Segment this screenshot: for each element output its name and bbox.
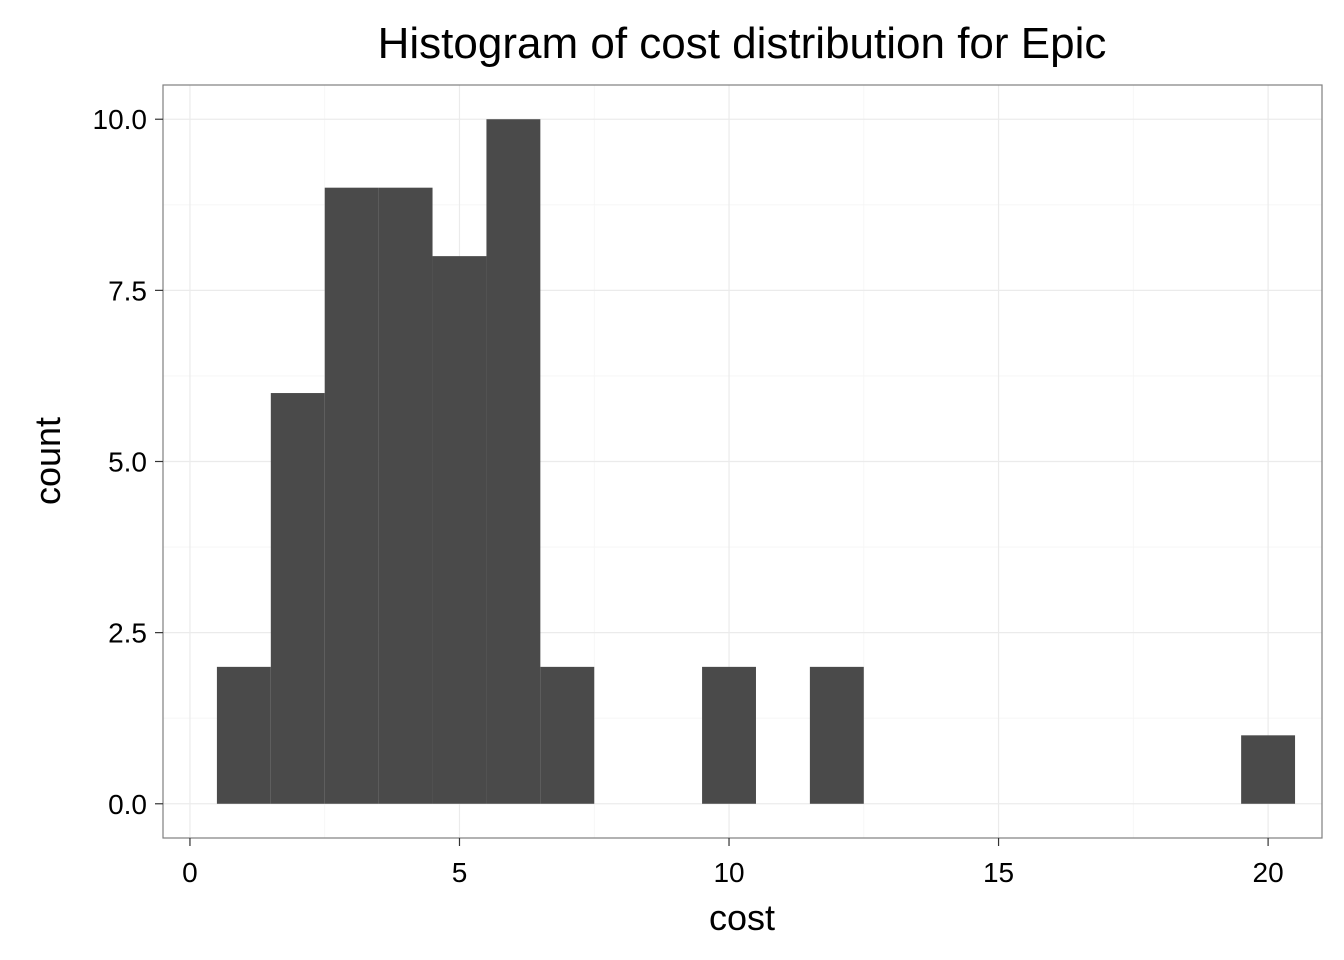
x-tick-label: 20 [1253,857,1284,888]
histogram-bar [540,666,595,804]
x-tick-label: 15 [983,857,1014,888]
histogram-bar [324,187,379,804]
y-axis-title: count [27,417,68,505]
histogram-bar [1241,735,1296,804]
x-tick-label: 10 [713,857,744,888]
x-axis: 0 5 10 15 20 [182,838,1284,888]
histogram-bar [809,666,864,804]
chart-title: Histogram of cost distribution for Epic [378,19,1107,68]
y-tick-label: 0.0 [108,789,147,820]
histogram-bar [216,666,271,804]
histogram-bar [486,119,541,804]
histogram-bar [432,256,487,804]
histogram-bar [702,666,756,804]
x-axis-title: cost [709,897,775,938]
y-tick-label: 10.0 [93,104,148,135]
x-tick-label: 5 [452,857,468,888]
y-tick-label: 5.0 [108,447,147,478]
x-tick-label: 0 [182,857,198,888]
y-tick-label: 7.5 [108,275,147,306]
y-axis: 0.0 2.5 5.0 7.5 10.0 [93,104,163,820]
histogram-bar [378,187,433,804]
histogram-bar [270,393,325,804]
y-tick-label: 2.5 [108,618,147,649]
histogram-bars [216,119,1296,804]
